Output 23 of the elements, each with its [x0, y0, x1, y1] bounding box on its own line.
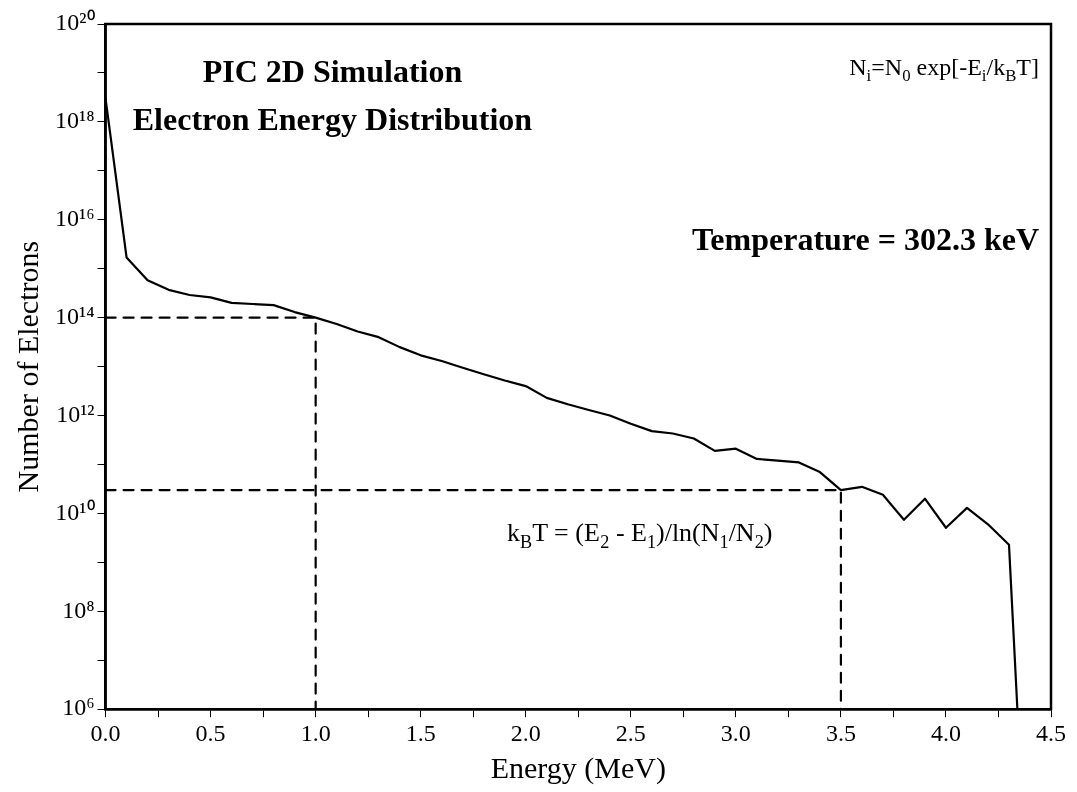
y-tick-label: 10²⁰	[55, 9, 95, 36]
x-tick-label: 1.0	[300, 719, 331, 746]
x-tick-label: 2.0	[510, 719, 541, 746]
y-axis-title: Number of Electrons	[10, 240, 44, 493]
x-tick-label: 4.0	[930, 719, 961, 746]
y-tick-label: 10¹⁶	[55, 205, 95, 232]
x-tick-label: 0.5	[195, 719, 226, 746]
y-tick-label: 10⁶	[62, 694, 95, 721]
y-tick-label: 10¹⁰	[55, 498, 95, 525]
x-tick-label: 3.5	[825, 719, 856, 746]
x-tick-label: 0.0	[90, 719, 121, 746]
x-tick-label: 4.5	[1036, 719, 1066, 746]
y-tick-label: 10¹²	[56, 400, 95, 427]
y-tick-label: 10⁸	[62, 596, 95, 623]
y-tick-label: 10¹⁴	[55, 302, 95, 329]
x-tick-label: 2.5	[615, 719, 646, 746]
x-tick-label: 3.0	[720, 719, 751, 746]
annotation: Temperature = 302.3 keV	[691, 221, 1039, 258]
text: Electron Energy Distribution	[132, 101, 533, 138]
x-axis-title: Energy (MeV)	[490, 750, 666, 785]
text: PIC 2D Simulation	[202, 53, 463, 90]
y-tick-label: 10¹⁸	[55, 107, 95, 134]
x-tick-label: 1.5	[405, 719, 436, 746]
